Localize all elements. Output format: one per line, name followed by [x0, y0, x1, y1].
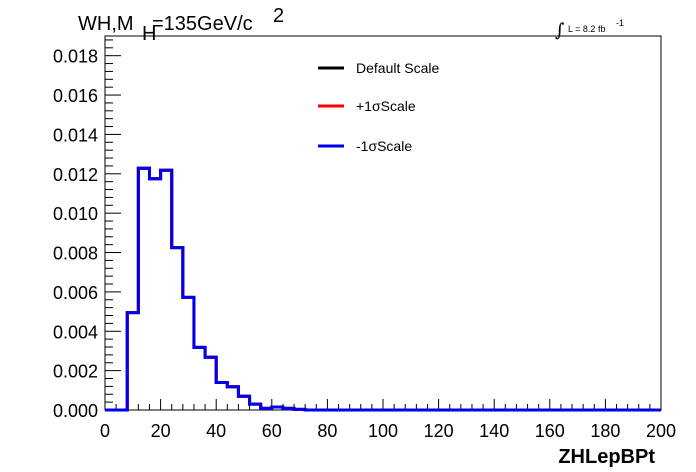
- y-tick-label: 0.008: [53, 244, 98, 264]
- x-tick-label: 160: [535, 421, 565, 441]
- x-tick-label: 200: [646, 421, 676, 441]
- x-tick-label: 80: [317, 421, 337, 441]
- y-tick-label: 0.014: [53, 125, 98, 145]
- x-axis-label: ZHLepBPt: [558, 446, 655, 468]
- legend-label-2: -1σScale: [356, 138, 412, 154]
- luminosity-integral: ∫: [555, 20, 565, 41]
- plot-frame: [104, 35, 662, 411]
- y-tick-label: 0.000: [53, 401, 98, 421]
- x-tick-label: 180: [590, 421, 620, 441]
- y-tick-label: 0.016: [53, 86, 98, 106]
- luminosity-label: ∫ L = 8.2 fb -1: [555, 18, 624, 41]
- x-tick-label: 100: [368, 421, 398, 441]
- y-axis: 0.000 0.002 0.004 0.006 0.008 0.010 0.012 0.014…: [53, 36, 121, 421]
- x-tick-label: 60: [262, 421, 282, 441]
- chart-title-subscript: H: [142, 23, 156, 45]
- y-tick-label: 0.004: [53, 322, 98, 342]
- legend-label-0: Default Scale: [356, 60, 439, 76]
- x-tick-label: 0: [100, 421, 110, 441]
- series-line-2: [105, 166, 661, 412]
- x-tick-label: 120: [424, 421, 454, 441]
- chart-title: WH,M H =135GeV/c 2: [78, 5, 284, 45]
- legend-label-1: +1σScale: [356, 98, 416, 114]
- x-axis: 0 20 40 60 80 100 120 140 160 180 200: [100, 399, 676, 441]
- y-tick-label: 0.006: [53, 283, 98, 303]
- chart-title-value: =135GeV/c: [152, 13, 253, 35]
- legend: Default Scale +1σScale -1σScale: [318, 60, 439, 154]
- y-tick-label: 0.010: [53, 204, 98, 224]
- y-tick-label: 0.012: [53, 165, 98, 185]
- y-tick-label: 0.002: [53, 362, 98, 382]
- x-tick-label: 20: [151, 421, 171, 441]
- x-tick-label: 140: [479, 421, 509, 441]
- y-tick-label: 0.018: [53, 47, 98, 67]
- series-layer: [105, 166, 661, 412]
- luminosity-superscript: -1: [616, 18, 624, 28]
- chart-title-superscript: 2: [273, 5, 284, 27]
- chart-title-main: WH,M: [78, 13, 134, 35]
- x-tick-label: 40: [206, 421, 226, 441]
- luminosity-text: L = 8.2 fb: [568, 24, 605, 34]
